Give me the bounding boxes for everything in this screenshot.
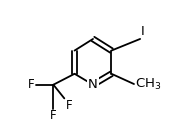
- Text: F: F: [28, 78, 34, 91]
- Text: F: F: [50, 109, 57, 122]
- Text: N: N: [88, 78, 98, 91]
- Text: CH$_3$: CH$_3$: [135, 76, 162, 92]
- Text: I: I: [141, 25, 145, 38]
- Text: F: F: [66, 99, 72, 112]
